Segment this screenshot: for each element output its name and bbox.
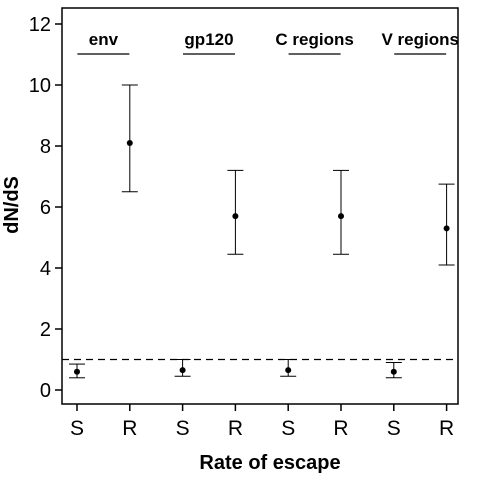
data-point [443, 225, 450, 232]
y-tick-label: 10 [29, 75, 51, 97]
y-tick-label: 12 [29, 14, 51, 36]
group-label: V regions [381, 30, 458, 49]
data-point [390, 368, 397, 375]
data-point [338, 213, 344, 220]
plot-frame [61, 7, 459, 405]
x-tick-label: S [281, 417, 295, 440]
y-tick-label: 8 [40, 136, 51, 158]
group-label: env [89, 30, 119, 49]
data-point [126, 139, 133, 146]
y-tick-label: 0 [40, 380, 51, 402]
group-label: gp120 [184, 30, 233, 49]
x-tick-label: R [439, 417, 454, 440]
y-tick-label: 2 [40, 319, 51, 341]
x-tick-label: R [333, 417, 348, 440]
y-tick-label: 4 [40, 258, 51, 280]
x-tick-label: S [176, 417, 190, 440]
data-point [74, 368, 80, 375]
y-tick-label: 6 [40, 197, 51, 219]
x-tick-label: S [387, 417, 401, 440]
data-point [285, 367, 292, 374]
x-axis-title: Rate of escape [199, 452, 340, 474]
group-label: C regions [275, 30, 353, 49]
y-axis-title: dN/dS [1, 176, 23, 234]
x-tick-label: R [228, 417, 243, 440]
x-tick-label: R [122, 417, 137, 440]
x-tick-label: S [70, 417, 84, 440]
data-point [179, 367, 186, 374]
data-point [232, 213, 239, 220]
